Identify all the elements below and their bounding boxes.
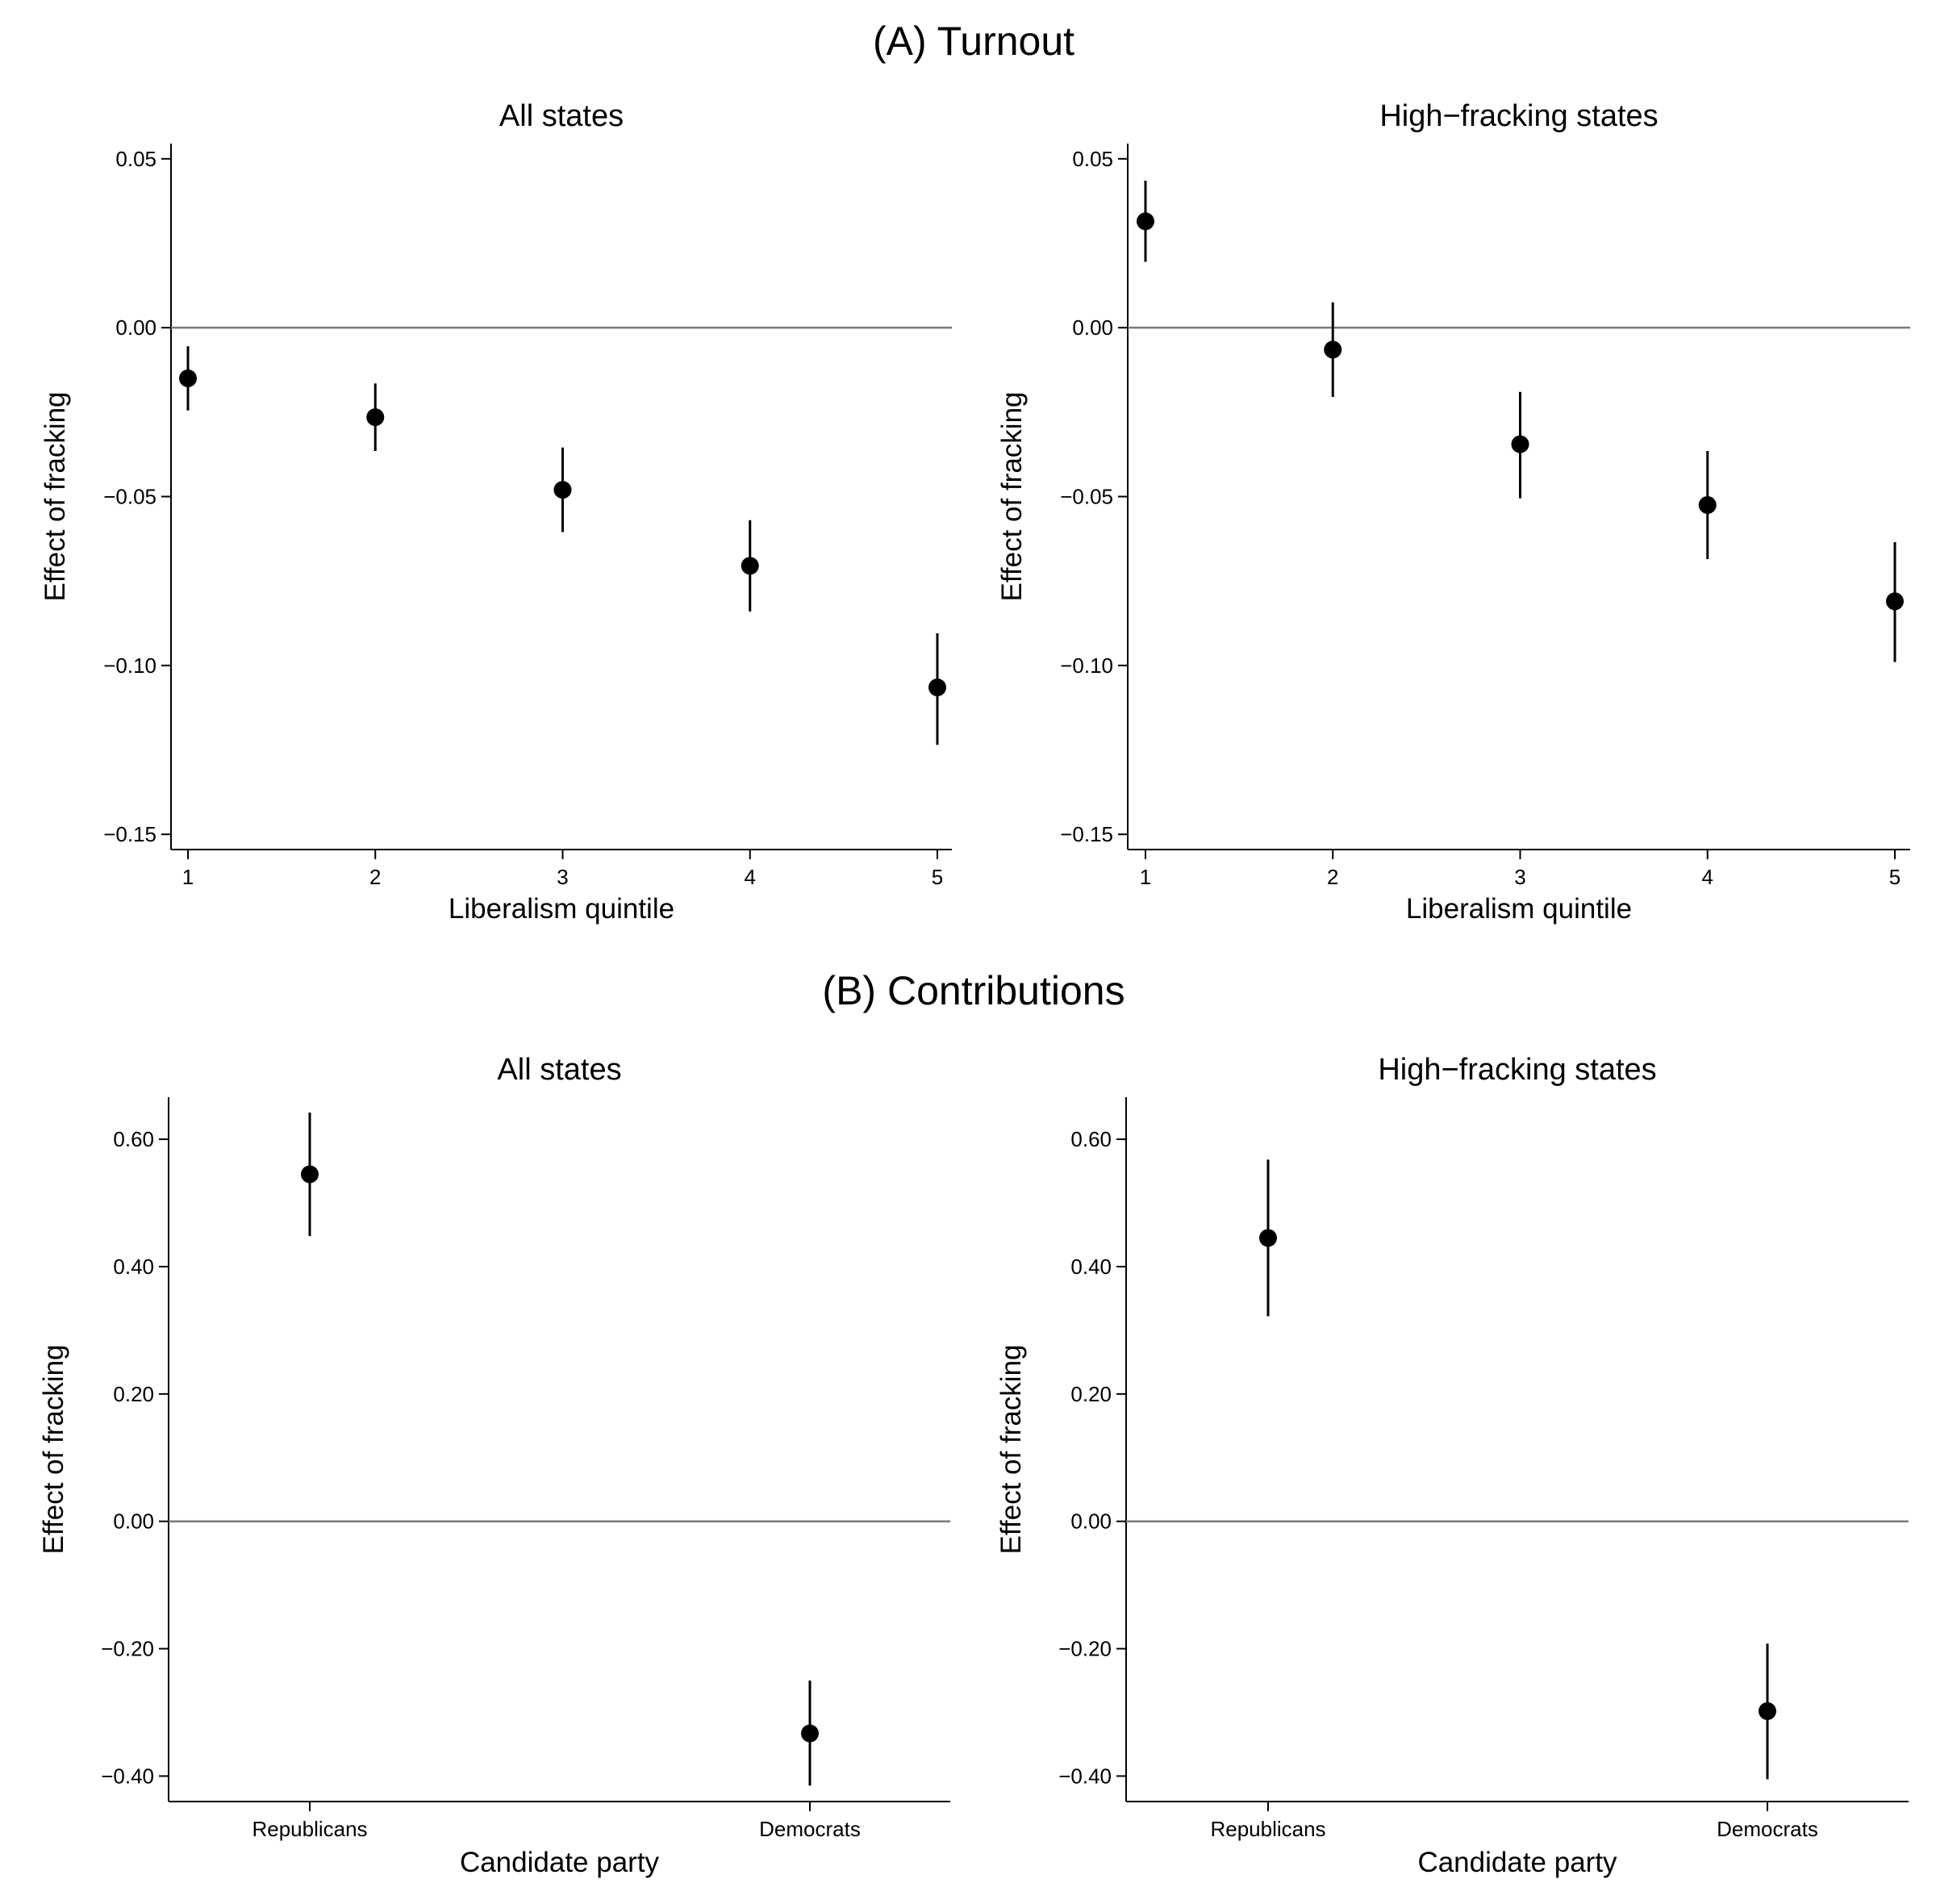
chart-panel-1: All states 0.05 0.00 −0.05 −0.10 −0.15 1 2 3 4 5 Li… [40,99,952,925]
data-point [801,1724,819,1743]
x-axis-label: Candidate party [460,1847,660,1878]
x-tick-label: 1 [1140,865,1151,889]
y-tick-label: −0.15 [1060,822,1113,846]
y-tick-label: 0.05 [1072,147,1113,171]
data-point [1137,212,1154,231]
subplot-title: High−fracking states [1378,1053,1656,1087]
x-tick-label: Republicans [252,1817,367,1841]
data-point [179,369,197,387]
data-point [1324,340,1342,359]
y-tick-label: −0.20 [1058,1637,1112,1661]
data-point [1886,592,1904,611]
x-tick-label: Democrats [759,1817,861,1841]
y-axis-label: Effect of fracking [995,1344,1027,1554]
chart-panel-3: All states 0.60 0.40 0.20 0.00 −0.20 −0.40 Repu… [38,1053,950,1878]
data-point [928,679,946,697]
chart-panel-2: High−fracking states 0.05 0.00 −0.05 −0.10 −0… [996,99,1910,925]
data-point [1698,495,1717,514]
y-tick-label: 0.05 [115,147,156,171]
data-point [553,481,572,499]
y-axis-label: Effect of fracking [40,391,71,601]
x-tick-label: Republicans [1210,1817,1325,1841]
y-tick-label: 0.00 [113,1509,154,1534]
y-tick-label: 0.00 [115,315,156,340]
y-tick-label: −0.40 [101,1764,154,1788]
panel-b-title: (B) Contributions [822,968,1124,1013]
data-point [1511,435,1529,453]
x-tick-label: 4 [1702,865,1713,889]
y-tick-label: −0.10 [103,653,156,678]
panel-a-title: (A) Turnout [873,19,1074,64]
y-tick-label: 0.60 [1070,1127,1112,1151]
y-tick-label: 0.60 [113,1127,154,1151]
y-tick-label: 0.40 [1070,1255,1112,1279]
plots-container: All states 0.05 0.00 −0.05 −0.10 −0.15 1 2 3 4 5 Li… [38,99,1910,1878]
y-tick-label: 0.00 [1072,315,1113,340]
x-tick-label: 1 [182,865,194,889]
x-tick-label: 4 [745,865,756,889]
y-tick-label: −0.20 [101,1637,154,1661]
x-tick-label: Democrats [1717,1817,1818,1841]
y-axis-label: Effect of fracking [38,1344,69,1554]
x-tick-label: 2 [1327,865,1338,889]
y-tick-label: 0.40 [113,1255,154,1279]
x-axis-label: Liberalism quintile [449,893,674,925]
subplot-title: All states [497,1053,621,1087]
x-tick-label: 5 [1889,865,1901,889]
chart-panel-4: High−fracking states 0.60 0.40 0.20 0.00 −0.2… [995,1053,1909,1878]
x-tick-label: 2 [369,865,381,889]
data-point [301,1165,319,1184]
y-tick-label: 0.00 [1070,1509,1112,1534]
y-axis-label: Effect of fracking [996,391,1028,601]
subplot-title: High−fracking states [1379,99,1658,133]
x-tick-label: 3 [557,865,568,889]
y-tick-label: −0.15 [103,822,156,846]
y-tick-label: −0.40 [1058,1764,1112,1788]
y-tick-label: 0.20 [113,1382,154,1406]
data-point [366,408,385,427]
data-point [741,557,759,575]
y-tick-label: −0.05 [103,485,156,509]
subplot-title: All states [499,99,624,133]
x-axis-label: Candidate party [1417,1847,1617,1878]
y-tick-label: −0.05 [1060,485,1113,509]
y-tick-label: 0.20 [1070,1382,1112,1406]
data-point [1259,1229,1277,1247]
y-tick-label: −0.10 [1060,653,1113,678]
x-tick-label: 5 [932,865,943,889]
x-tick-label: 3 [1514,865,1525,889]
x-axis-label: Liberalism quintile [1406,893,1632,925]
data-point [1759,1701,1776,1720]
